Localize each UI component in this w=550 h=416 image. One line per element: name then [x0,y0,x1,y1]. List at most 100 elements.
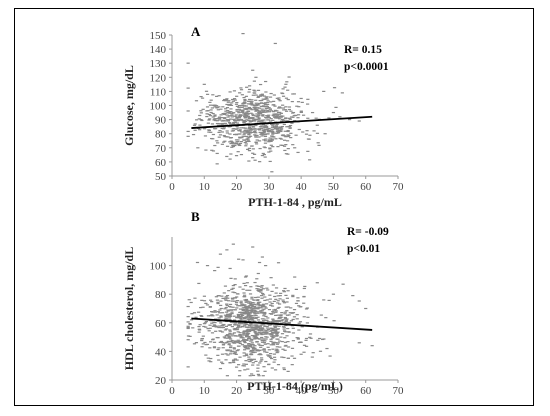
panel-b-data-point [221,362,225,365]
panel-b-data-point [250,298,254,300]
panel-a-data-point [243,98,247,101]
panel-a-data-point [253,109,257,111]
panel-a-data-point [264,126,268,128]
panel-b-data-point [259,289,263,292]
panel-a-data-point [222,134,226,137]
panel-a-data-point [296,151,300,154]
panel-a-data-point [262,95,266,97]
panel-b-data-point [219,304,223,307]
panel-a-data-point [251,116,255,119]
panel-b-data-point [271,343,275,345]
panel-b-data-point [322,338,326,340]
panel-a-data-point [201,108,205,110]
panel-b-data-point [233,284,237,286]
panel-a-data-point [242,133,246,135]
panel-a-data-point [263,135,268,138]
panel-a-data-point [215,163,219,165]
panel-a-data-point [269,144,273,146]
panel-a-data-point [243,127,247,129]
panel-b-data-point [236,305,240,307]
panel-b-data-point [206,328,210,330]
panel-a-data-point [265,96,269,98]
panel-b-data-point [225,249,229,251]
panel-b-data-point [232,319,237,321]
panel-b-data-point [266,354,270,356]
panel-b-data-point [249,329,253,332]
panel-a-data-point [232,128,236,130]
panel-a-data-point [230,102,234,104]
panel-a-data-point [235,110,239,112]
panel-b-data-point [256,289,260,292]
panel-b-data-point [240,336,244,338]
panel-b-data-point [247,346,252,348]
panel-a-data-point [236,120,240,122]
panel-b-data-point [249,311,253,313]
panel-b-data-point [276,314,280,316]
panel-b-data-point [256,299,260,302]
panel-b-data-point [235,296,239,298]
panel-a-x-tick-label: 70 [393,181,405,193]
panel-b-data-point [242,330,246,333]
panel-b-data-point [257,306,261,308]
panel-a-data-point [227,122,232,124]
panel-b-data-point [260,333,264,335]
panel-a-data-point [242,130,247,132]
panel-b-data-point [285,301,289,303]
panel-a-data-point [211,112,215,115]
panel-a-data-point [249,112,253,114]
panel-b-data-point [253,330,257,332]
panel-b-data-point [220,353,225,355]
panel-b-data-point [218,367,223,370]
panel-b-data-point [267,349,271,351]
panel-b-data-point [291,327,295,329]
panel-b-data-point [194,316,198,318]
panel-a-data-point [250,145,254,147]
panel-b-data-point [252,320,256,322]
panel-a-data-point [221,122,225,125]
panel-a-data-point [279,112,283,114]
panel-a-data-point [250,101,254,103]
panel-a-data-point [285,140,290,142]
panel-a-data-point [243,112,247,115]
panel-b-data-point [236,313,240,316]
panel-a-data-point [270,127,275,129]
panel-a-data-point [314,117,318,119]
panel-b-data-point [246,317,251,319]
panel-a-data-point [252,119,256,121]
panel-a-data-point [249,120,253,122]
panel-b-data-point [219,307,223,310]
panel-b-data-point [240,322,244,325]
panel-a-data-point [241,103,245,105]
panel-b-data-point [244,299,248,301]
panel-a-data-point [269,92,273,95]
panel-a-data-point [247,150,252,152]
panel-b-data-point [243,345,247,347]
panel-a-data-point [218,119,222,121]
panel-b-data-point [244,300,248,302]
panel-a-data-point [268,96,273,98]
panel-a-data-point [285,81,289,83]
panel-b-data-point [294,288,298,290]
panel-b-data-point [283,313,287,315]
panel-b-x-axis-label: PTH-1-84 (pg/mL) [247,379,343,393]
panel-b-data-point [204,354,208,356]
panel-a-data-point [239,141,243,143]
panel-a-data-point [293,120,297,122]
panel-b-data-point [287,331,291,333]
panel-b-data-point [282,328,286,330]
panel-a-data-point [269,140,273,142]
panel-b-data-point [218,341,222,343]
panel-a-data-point [248,131,252,133]
panel-b-data-point [253,335,257,337]
panel-b-data-point [229,338,233,340]
panel-a-data-point [253,92,257,94]
panel-a-data-point [254,94,258,96]
panel-b-data-point [274,335,279,337]
panel-b-data-point [248,312,252,314]
panel-a-data-point [270,171,274,173]
panel-a-data-point [215,152,219,155]
panel-b-data-point [230,335,234,337]
panel-a-data-point [225,103,229,106]
panel-b-data-point [237,319,242,322]
panel-b-data-point [243,319,247,322]
